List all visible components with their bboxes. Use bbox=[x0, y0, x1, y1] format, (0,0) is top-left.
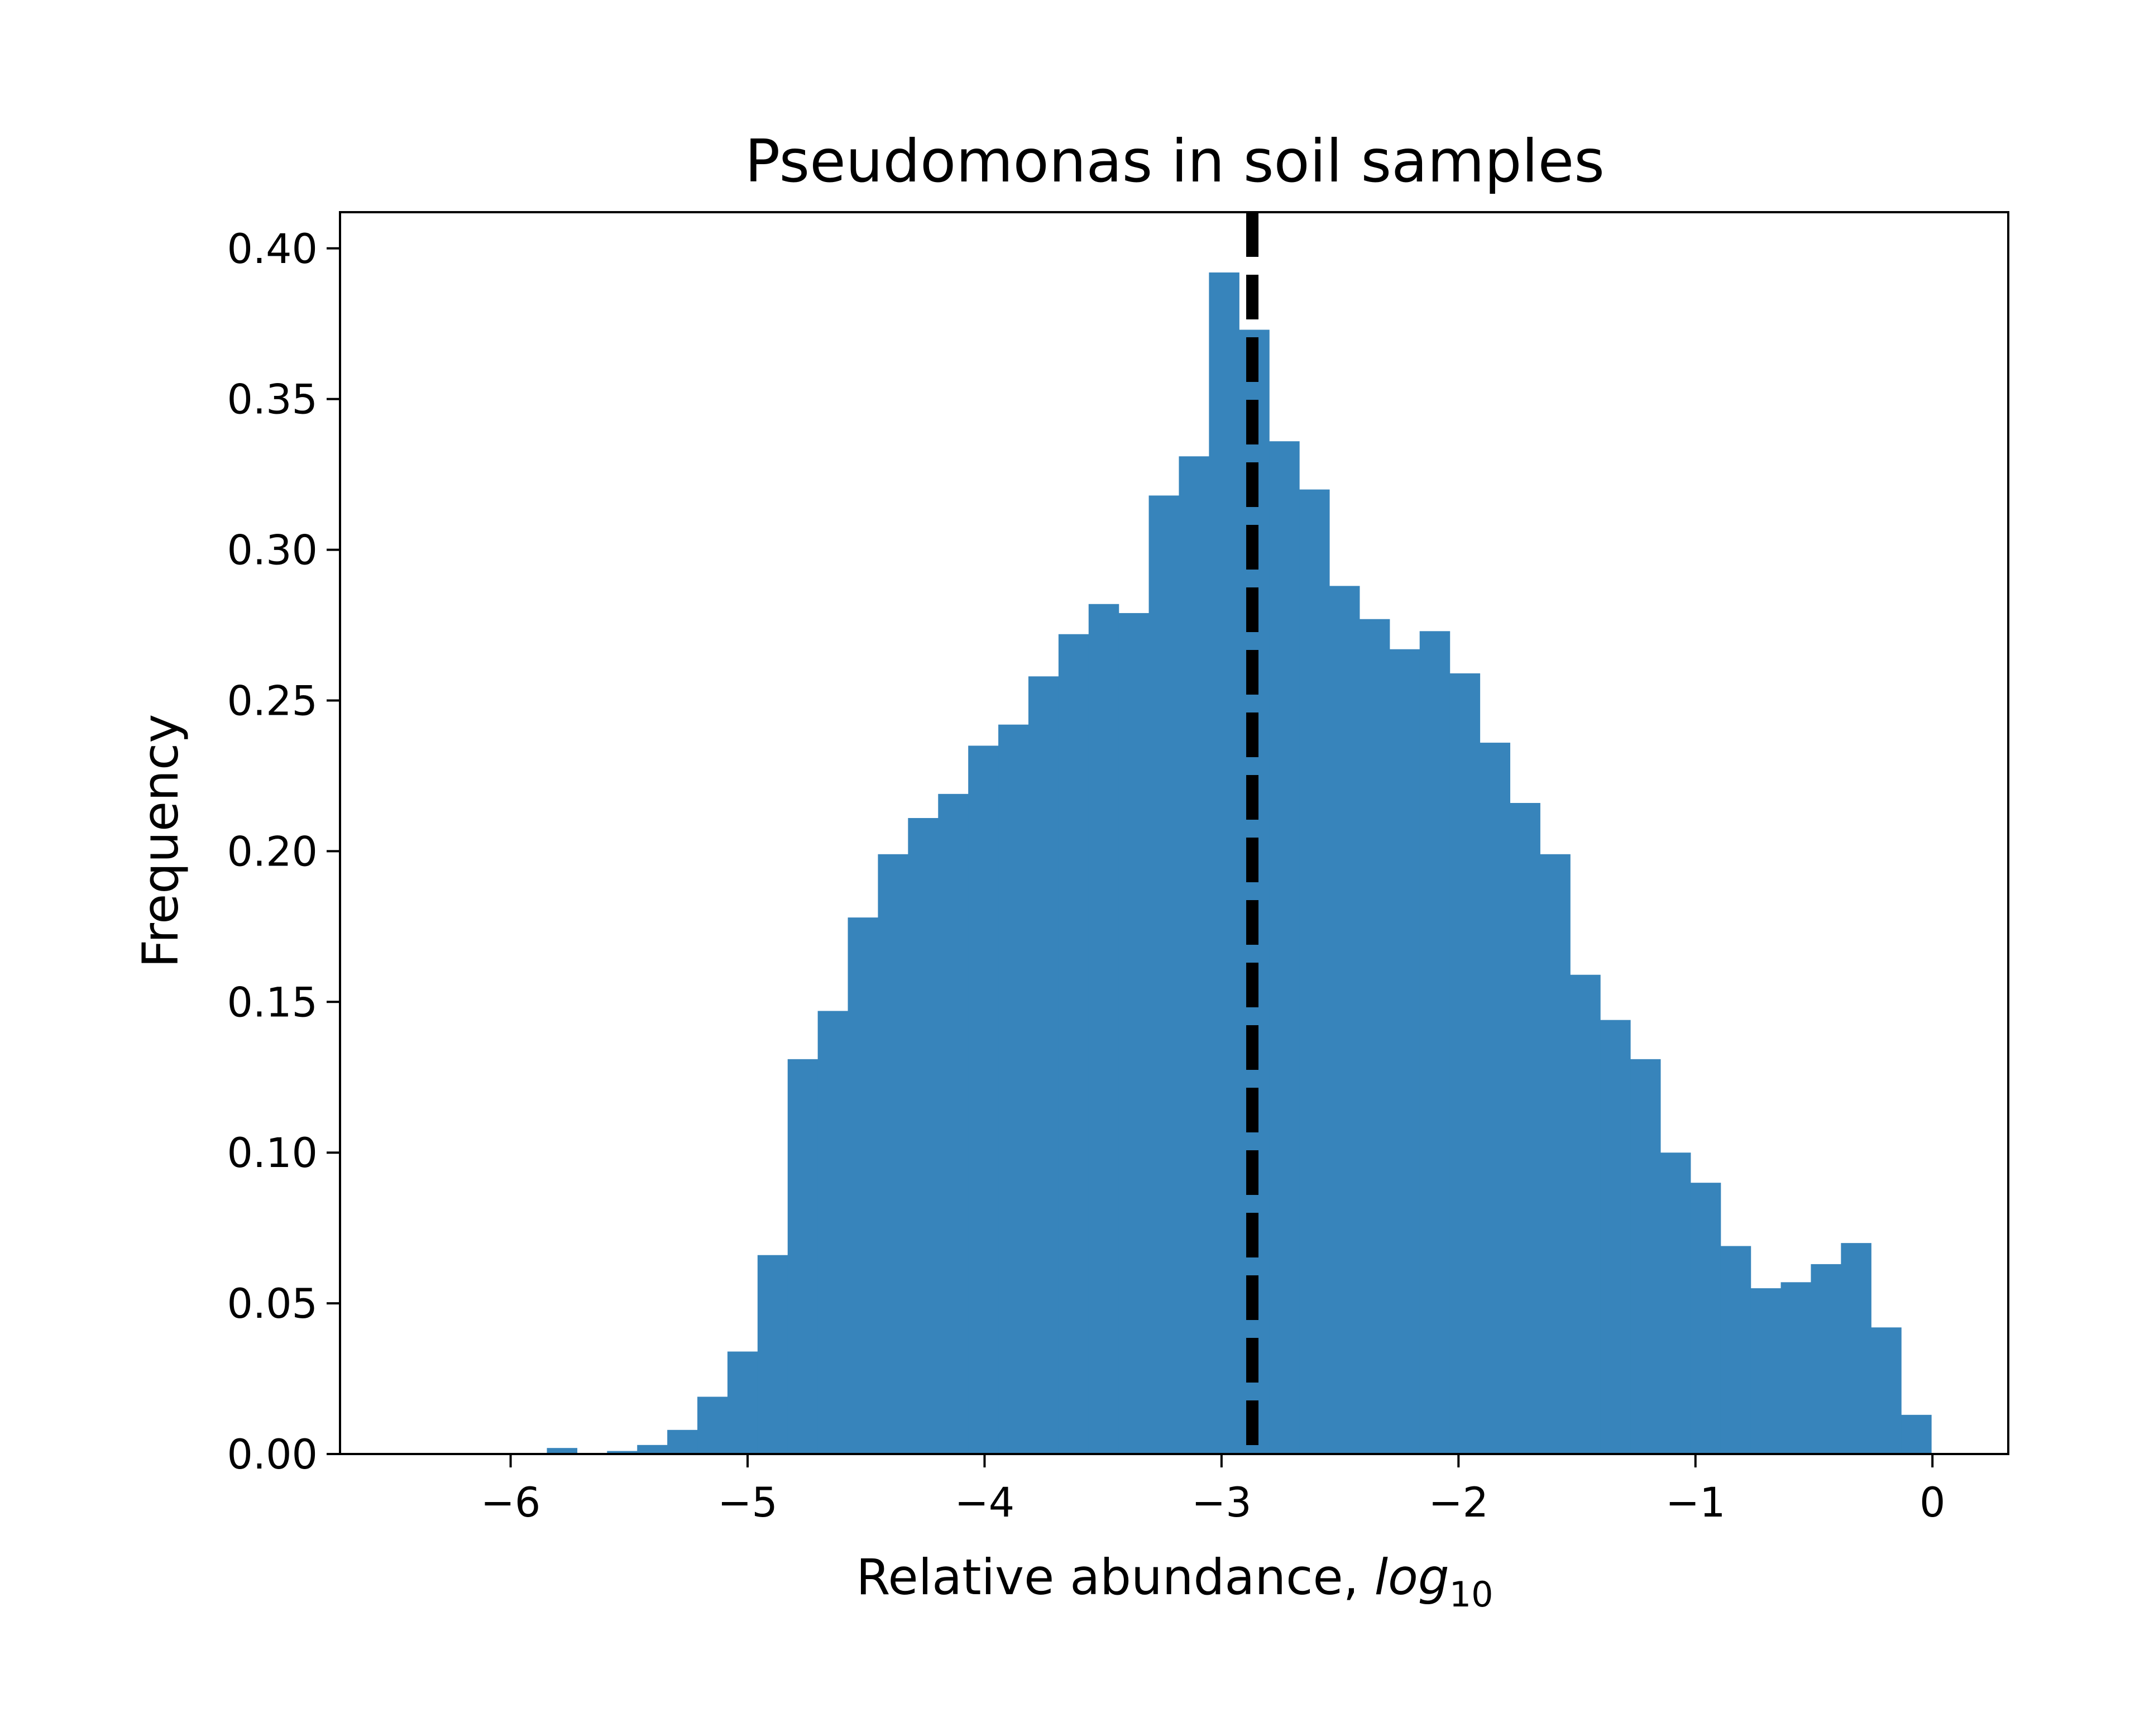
x-tick-label: −1 bbox=[1665, 1479, 1726, 1527]
histogram-bar bbox=[1660, 1152, 1691, 1454]
x-tick-label: 0 bbox=[1919, 1479, 1945, 1527]
histogram-bar bbox=[1630, 1059, 1661, 1454]
histogram-bar bbox=[727, 1351, 758, 1454]
histogram-bar bbox=[908, 818, 939, 1454]
y-tick-label: 0.35 bbox=[227, 376, 318, 424]
y-axis-label: Frequency bbox=[132, 714, 189, 968]
histogram-bar bbox=[1449, 673, 1481, 1454]
y-tick-label: 0.25 bbox=[227, 677, 318, 725]
histogram-bar bbox=[878, 854, 908, 1454]
histogram-bar bbox=[1720, 1246, 1751, 1454]
y-tick-label: 0.15 bbox=[227, 979, 318, 1026]
histogram-bar bbox=[1028, 676, 1059, 1454]
x-tick-label: −5 bbox=[717, 1479, 778, 1527]
histogram-bar bbox=[938, 793, 969, 1454]
histogram-bar bbox=[1058, 634, 1089, 1454]
histogram-bar bbox=[817, 1011, 849, 1454]
x-tick-label: −4 bbox=[955, 1479, 1015, 1527]
histogram-bar bbox=[1359, 619, 1390, 1454]
histogram-bar bbox=[998, 724, 1029, 1454]
histogram-bar bbox=[1570, 974, 1601, 1454]
histogram-bar bbox=[1269, 441, 1300, 1454]
y-axis-ticks: 0.00 0.05 0.10 0.15 0.20 0.25 0.30 0.35 0.40 bbox=[227, 226, 340, 1479]
histogram-bar bbox=[1329, 586, 1360, 1454]
y-tick-label: 0.20 bbox=[227, 828, 318, 876]
histogram-bar bbox=[607, 1451, 638, 1454]
histogram-bar bbox=[1389, 649, 1420, 1454]
histogram-bar bbox=[1088, 604, 1119, 1454]
y-tick-label: 0.40 bbox=[227, 226, 318, 273]
histogram-bar bbox=[1510, 803, 1540, 1454]
histogram-bar bbox=[848, 917, 879, 1454]
x-axis-ticks: −6 −5 −4 −3 −2 −1 0 bbox=[481, 1454, 1945, 1527]
x-axis-label: Relative abundance, log10 bbox=[856, 1548, 1493, 1615]
histogram-bar bbox=[968, 745, 999, 1454]
histogram-bar bbox=[1841, 1243, 1871, 1454]
histogram-bar bbox=[1750, 1288, 1782, 1454]
histogram-bar bbox=[1901, 1414, 1932, 1454]
x-axis-label-subscript: 10 bbox=[1449, 1574, 1493, 1615]
histogram-bar bbox=[1540, 854, 1571, 1454]
x-axis-label-math: log bbox=[1375, 1548, 1449, 1606]
histogram-bar bbox=[1690, 1183, 1721, 1454]
histogram-bar bbox=[1480, 743, 1511, 1454]
histogram-bar bbox=[1600, 1020, 1631, 1454]
histogram-bar bbox=[1209, 272, 1239, 1455]
x-tick-label: −2 bbox=[1429, 1479, 1489, 1527]
histogram-bar bbox=[787, 1059, 818, 1454]
histogram-bar bbox=[637, 1445, 668, 1454]
y-tick-label: 0.10 bbox=[227, 1130, 318, 1177]
histogram-bar bbox=[1871, 1327, 1902, 1454]
histogram-bars bbox=[547, 272, 1932, 1455]
histogram-bar bbox=[547, 1448, 578, 1454]
histogram-bar bbox=[757, 1255, 788, 1454]
axes-frame bbox=[339, 211, 2009, 1455]
histogram-bar bbox=[1299, 489, 1330, 1454]
histogram-bar bbox=[1780, 1282, 1812, 1454]
histogram-bar bbox=[1148, 495, 1180, 1455]
y-tick-label: 0.05 bbox=[227, 1280, 318, 1328]
histogram-bar bbox=[697, 1397, 728, 1454]
histogram-bar bbox=[667, 1429, 698, 1454]
histogram-bar bbox=[1179, 456, 1209, 1454]
x-tick-label: −3 bbox=[1191, 1479, 1252, 1527]
x-axis-label-text: Relative abundance, bbox=[856, 1548, 1374, 1606]
y-tick-label: 0.30 bbox=[227, 527, 318, 575]
histogram-bar bbox=[1118, 613, 1150, 1454]
y-tick-label: 0.00 bbox=[227, 1431, 318, 1479]
histogram-bar bbox=[1239, 329, 1270, 1454]
chart-title: Pseudomonas in soil samples bbox=[745, 127, 1605, 195]
histogram-bar bbox=[1811, 1264, 1841, 1454]
histogram-bar bbox=[1419, 631, 1451, 1454]
x-tick-label: −6 bbox=[481, 1479, 541, 1527]
